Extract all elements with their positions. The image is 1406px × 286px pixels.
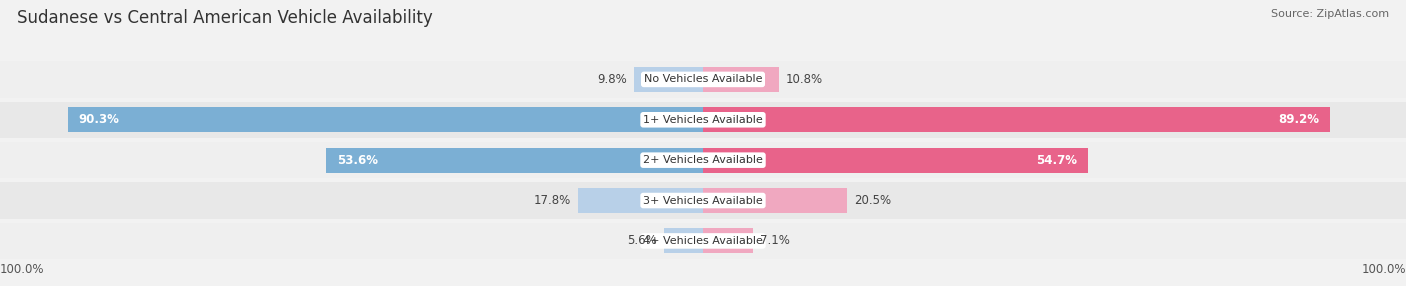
Text: 9.8%: 9.8% <box>598 73 627 86</box>
Text: 20.5%: 20.5% <box>855 194 891 207</box>
Bar <box>0 182 1406 219</box>
Bar <box>326 148 703 173</box>
Text: Sudanese vs Central American Vehicle Availability: Sudanese vs Central American Vehicle Ava… <box>17 9 433 27</box>
Text: 17.8%: 17.8% <box>534 194 571 207</box>
Bar <box>0 61 1406 98</box>
Text: 54.7%: 54.7% <box>1036 154 1077 167</box>
Bar <box>0 142 1406 178</box>
Bar <box>703 229 754 253</box>
Bar <box>703 188 846 213</box>
Text: 4+ Vehicles Available: 4+ Vehicles Available <box>643 236 763 246</box>
Bar <box>703 148 1088 173</box>
Bar <box>0 102 1406 138</box>
Text: 2+ Vehicles Available: 2+ Vehicles Available <box>643 155 763 165</box>
Text: 53.6%: 53.6% <box>337 154 378 167</box>
Text: 1+ Vehicles Available: 1+ Vehicles Available <box>643 115 763 125</box>
Bar <box>703 107 1330 132</box>
Bar <box>69 107 703 132</box>
Text: Source: ZipAtlas.com: Source: ZipAtlas.com <box>1271 9 1389 19</box>
Bar <box>578 188 703 213</box>
Text: 5.6%: 5.6% <box>627 235 657 247</box>
Text: 100.0%: 100.0% <box>0 263 45 276</box>
Text: 7.1%: 7.1% <box>759 235 790 247</box>
Bar <box>0 223 1406 259</box>
Text: 3+ Vehicles Available: 3+ Vehicles Available <box>643 196 763 206</box>
Text: 90.3%: 90.3% <box>79 113 120 126</box>
Text: 89.2%: 89.2% <box>1278 113 1319 126</box>
Bar <box>634 67 703 92</box>
Text: No Vehicles Available: No Vehicles Available <box>644 74 762 84</box>
Text: 10.8%: 10.8% <box>786 73 823 86</box>
Bar <box>703 67 779 92</box>
Bar <box>664 229 703 253</box>
Text: 100.0%: 100.0% <box>1361 263 1406 276</box>
